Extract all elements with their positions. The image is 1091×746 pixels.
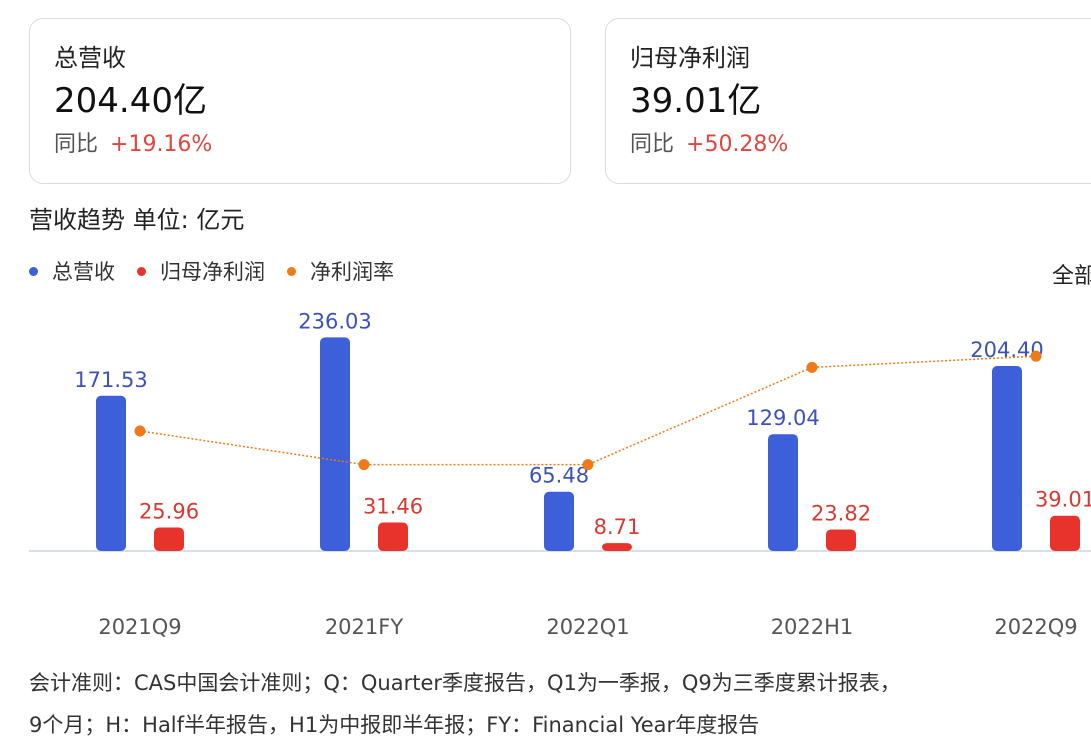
legend-item-revenue[interactable]: 总营收: [29, 256, 115, 286]
legend-dot-net-profit: [137, 266, 146, 276]
legend-label-net-margin: 净利润率: [310, 260, 394, 284]
legend-item-net-margin[interactable]: 净利润率: [287, 256, 394, 286]
bar-revenue-2021Q9: [96, 395, 126, 551]
data-label-revenue-2021Q9: 171.53: [74, 368, 147, 392]
x-tick-label-2021Q9: 2021Q9: [98, 615, 181, 639]
legend-label-revenue: 总营收: [52, 260, 115, 284]
x-tick-label-2022H1: 2022H1: [771, 615, 854, 639]
x-tick-label-2022Q9: 2022Q9: [994, 615, 1077, 639]
revenue-value: 204.40亿: [54, 81, 207, 121]
net-profit-yoy: 同比 +50.28%: [630, 131, 1091, 159]
revenue-card[interactable]: 总营收 204.40亿 同比 +19.16%: [29, 18, 571, 184]
bar-revenue-2022H1: [768, 434, 798, 551]
data-label-net-profit-2022Q1: 8.71: [594, 515, 641, 539]
x-tick-label-2021FY: 2021FY: [325, 615, 404, 639]
chart-legend: 总营收 归母净利润 净利润率: [29, 256, 416, 286]
data-label-revenue-2022H1: 129.04: [746, 406, 819, 430]
data-label-net-profit-2021Q9: 25.96: [139, 500, 199, 524]
bar-net-profit-2022Q1: [602, 543, 632, 551]
data-label-revenue-2022Q1: 65.48: [529, 464, 589, 488]
x-tick-label-2022Q1: 2022Q1: [546, 615, 629, 639]
net-profit-yoy-value: +50.28%: [686, 132, 789, 157]
legend-item-net-profit[interactable]: 归母净利润: [137, 256, 265, 286]
point-net-margin-2022Q9: [1030, 350, 1042, 362]
bar-revenue-2022Q9: [992, 366, 1022, 551]
data-label-net-profit-2022Q9: 39.01: [1035, 488, 1091, 512]
revenue-yoy: 同比 +19.16%: [54, 131, 570, 159]
revenue-title: 总营收: [54, 44, 126, 72]
data-label-net-profit-2022H1: 23.82: [811, 501, 871, 525]
footnote-line-2: 9个月；H：Half半年报告，H1为中报即半年报；FY：Financial Ye…: [29, 713, 760, 737]
bar-net-profit-2022H1: [826, 529, 856, 551]
net-profit-yoy-label: 同比: [630, 132, 675, 157]
footnote-line-1: 会计准则：CAS中国会计准则；Q：Quarter季度报告，Q1为一季报，Q9为三…: [29, 671, 901, 695]
bar-net-profit-2021FY: [378, 522, 408, 551]
net-profit-value: 39.01亿: [630, 81, 762, 121]
bar-revenue-2021FY: [320, 337, 350, 551]
line-net-margin: [139, 355, 1037, 466]
revenue-yoy-label: 同比: [54, 132, 99, 157]
point-net-margin-2021Q9: [134, 425, 146, 437]
revenue-trend-chart: 171.53 25.96 2021Q9 236.03 31.46 2021FY 65.48 8…: [29, 309, 1091, 639]
legend-dot-net-margin: [287, 266, 296, 276]
data-label-revenue-2021FY: 236.03: [298, 309, 371, 333]
legend-label-net-profit: 归母净利润: [160, 260, 265, 284]
bar-net-profit-2021Q9: [154, 527, 184, 551]
net-profit-card[interactable]: 归母净利润 39.01亿 同比 +50.28%: [605, 18, 1091, 184]
legend-dot-revenue: [29, 266, 38, 276]
point-net-margin-2021FY: [358, 459, 370, 471]
point-net-margin-2022H1: [806, 361, 818, 373]
trend-section-title: 营收趋势 单位: 亿元: [29, 206, 245, 234]
revenue-yoy-value: +19.16%: [110, 132, 213, 157]
data-label-net-profit-2021FY: 31.46: [363, 495, 423, 519]
bar-revenue-2022Q1: [544, 491, 574, 551]
point-net-margin-2022Q1: [582, 459, 594, 471]
bar-net-profit-2022Q9: [1050, 515, 1080, 551]
net-profit-title: 归母净利润: [630, 44, 750, 72]
range-selector[interactable]: 全部: [1052, 264, 1091, 289]
footnote: 会计准则：CAS中国会计准则；Q：Quarter季度报告，Q1为一季报，Q9为三…: [29, 662, 1091, 746]
